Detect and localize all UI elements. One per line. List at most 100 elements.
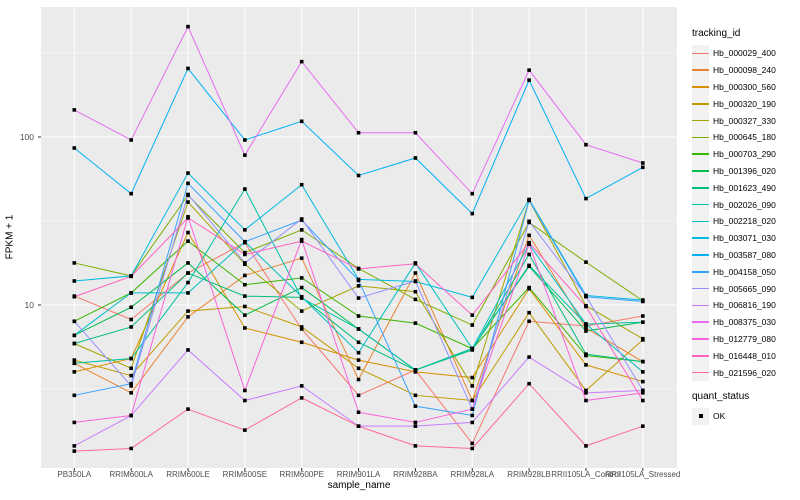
data-point [356,327,361,331]
data-point [299,59,304,64]
data-point [413,393,418,398]
data-point [470,384,475,388]
data-point [470,441,475,446]
data-point [413,297,418,302]
data-point [186,348,190,352]
y-axis-title: FPKM + 1 [4,214,16,260]
x-tick-label: RRIM600LE [166,470,210,479]
x-tick-label: RRII105LA_Control [551,470,621,479]
legend-item-label: Hb_000645_180 [713,132,776,143]
legend-item: Hb_005665_090 [692,280,800,298]
legend-key-line [692,69,709,71]
data-point [299,276,304,280]
legend-item-label: Hb_000320_190 [713,98,776,109]
data-point [527,219,531,224]
data-point [470,375,475,380]
legend-item-label: Hb_021596_020 [713,367,776,378]
legend-item: Hb_002026_090 [692,196,800,214]
legend-title-quant-status: quant_status [692,390,750,402]
data-point [641,370,645,374]
legend-item: Hb_008375_030 [692,313,800,331]
data-point [72,319,77,324]
legend-key-swatch [692,280,709,298]
data-point [72,393,77,398]
data-point [129,391,133,395]
data-point [356,130,361,135]
data-point [641,161,645,165]
data-point [584,196,588,201]
data-point [584,444,588,448]
legend-item: Hb_000645_180 [692,128,800,146]
data-point [527,310,531,315]
data-point [243,428,247,432]
legend-key-swatch [692,179,709,197]
data-point [413,271,418,275]
data-point [299,228,304,232]
legend-key-swatch [692,128,709,146]
legend-key-line [692,271,709,273]
legend-item-label: Hb_000703_290 [713,149,776,160]
legend-key-line [692,187,709,189]
legend-key-line [692,237,709,239]
data-point [584,398,588,403]
data-point [299,384,304,388]
legend-item-label: Hb_016448_010 [713,350,776,361]
data-point [72,341,77,346]
data-point [72,420,77,425]
data-point [299,239,304,243]
data-point [129,191,133,196]
data-point [299,182,304,187]
data-point [186,24,190,29]
data-point [299,327,304,331]
data-point [299,256,304,260]
data-point [243,326,247,330]
legend-item-label: Hb_008375_030 [713,317,776,328]
x-tick-label: RRIM928LA [450,470,495,479]
legend-key-line [692,136,709,139]
data-point [527,198,531,203]
legend-item-quant-status: OK [692,407,800,425]
legend-item: Hb_001623_490 [692,179,800,197]
data-point [470,446,475,451]
data-point [129,325,133,329]
legend-key-line [692,371,709,374]
data-point [584,326,588,330]
data-point [72,370,77,374]
legend-item: Hb_000327_330 [692,112,800,130]
legend-item: Hb_003587_080 [692,246,800,264]
data-point [72,261,77,265]
data-point [356,393,361,398]
data-point [413,130,418,135]
data-point [527,381,531,386]
data-point [413,424,418,428]
legend-key-swatch [692,246,709,264]
legend-key-line [692,254,709,256]
legend-key-swatch [692,196,709,214]
legend-key-swatch [692,162,709,180]
legend-key-swatch [692,112,709,130]
data-point [243,282,247,287]
data-point [584,294,588,298]
data-point [470,407,475,411]
data-point [72,449,77,453]
data-point [186,407,190,411]
data-point [129,317,133,322]
legend-item: Hb_000029_400 [692,44,800,62]
data-point [129,138,133,142]
data-point [584,363,588,367]
data-point [186,309,190,313]
legend-key-swatch [692,296,709,314]
data-point [356,366,361,371]
data-point [129,413,133,418]
data-point [72,444,77,448]
data-point [186,200,190,204]
legend-item-label: OK [713,411,726,422]
legend-item: Hb_016448_010 [692,347,800,365]
legend-key-line [692,52,709,55]
legend-key-line [692,321,709,323]
data-point [527,263,531,268]
data-point [356,278,361,283]
data-point [243,304,247,309]
legend-item: Hb_000703_290 [692,145,800,163]
legend-item-label: Hb_003587_080 [713,249,776,260]
